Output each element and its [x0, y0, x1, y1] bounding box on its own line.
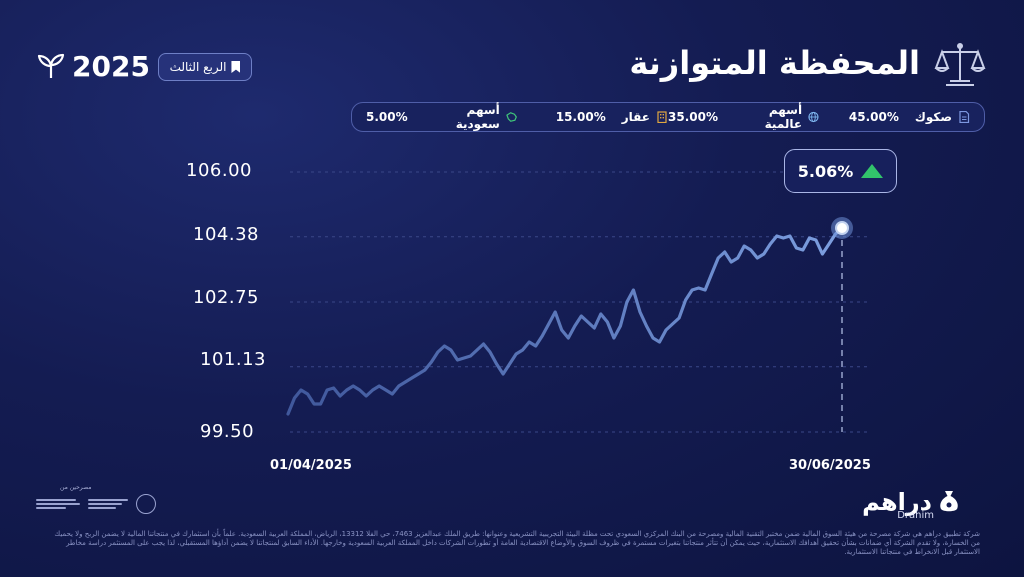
globe-icon	[808, 111, 819, 123]
cma-logo	[36, 499, 80, 509]
allocation-label: صكوك	[914, 110, 952, 124]
bookmark-icon	[231, 61, 241, 73]
allocation-percent: 5.00%	[366, 110, 408, 124]
allocation-label: أسهم عالمية	[764, 103, 803, 131]
brand-latin-name: Drahim	[897, 510, 934, 521]
change-badge: 5.06%	[784, 149, 897, 193]
allocation-bar: صكوك 45.00% أسهم عالمية 35.00% عقار 15.0…	[351, 102, 985, 132]
money-bag-icon	[940, 491, 958, 512]
sama-seal-icon	[136, 494, 156, 514]
page-title: المحفظة المتوازنة	[629, 44, 920, 82]
allocation-percent: 15.00%	[555, 110, 606, 124]
change-percent: 5.06%	[797, 161, 854, 181]
quarter-selector[interactable]: الربع الثالث	[158, 53, 252, 81]
up-arrow-icon	[861, 164, 884, 178]
balance-scale-icon	[934, 43, 986, 86]
allocation-label: أسهم سعودية	[455, 103, 500, 131]
saudi-map-icon	[505, 112, 517, 122]
x-tick-label-start: 01/04/2025	[270, 458, 352, 473]
current-point-marker[interactable]	[835, 221, 849, 235]
y-tick-label: 99.50	[200, 421, 255, 442]
allocation-item-real-estate: عقار 15.00%	[517, 110, 668, 124]
allocation-item-global-stocks: أسهم عالمية 35.00%	[668, 103, 819, 131]
allocation-percent: 45.00%	[848, 110, 899, 124]
y-tick-label: 104.38	[193, 224, 259, 245]
sama-logo	[88, 499, 128, 509]
sprout-icon	[37, 53, 65, 78]
regulator-logos	[36, 489, 166, 519]
brand-name: دراهم	[862, 488, 932, 516]
quarter-label: الربع الثالث	[169, 60, 227, 74]
regulators-caption: مصرحين من	[60, 484, 92, 491]
allocation-percent: 35.00%	[668, 110, 718, 124]
legal-disclaimer: شركة تطبيق دراهم هي شركة مصرحة من هيئة ا…	[54, 530, 980, 556]
document-icon	[959, 111, 970, 123]
allocation-item-saudi-stocks: أسهم سعودية 5.00%	[366, 103, 517, 131]
year-label: 2025	[72, 50, 150, 83]
x-tick-label-end: 30/06/2025	[789, 458, 871, 473]
y-tick-label: 106.00	[186, 160, 252, 181]
series-line	[286, 226, 844, 416]
y-tick-label: 101.13	[200, 349, 266, 370]
y-tick-label: 102.75	[193, 287, 259, 308]
allocation-item-sukuk: صكوك 45.00%	[819, 110, 970, 124]
allocation-label: عقار	[621, 110, 650, 124]
building-icon	[657, 111, 667, 123]
